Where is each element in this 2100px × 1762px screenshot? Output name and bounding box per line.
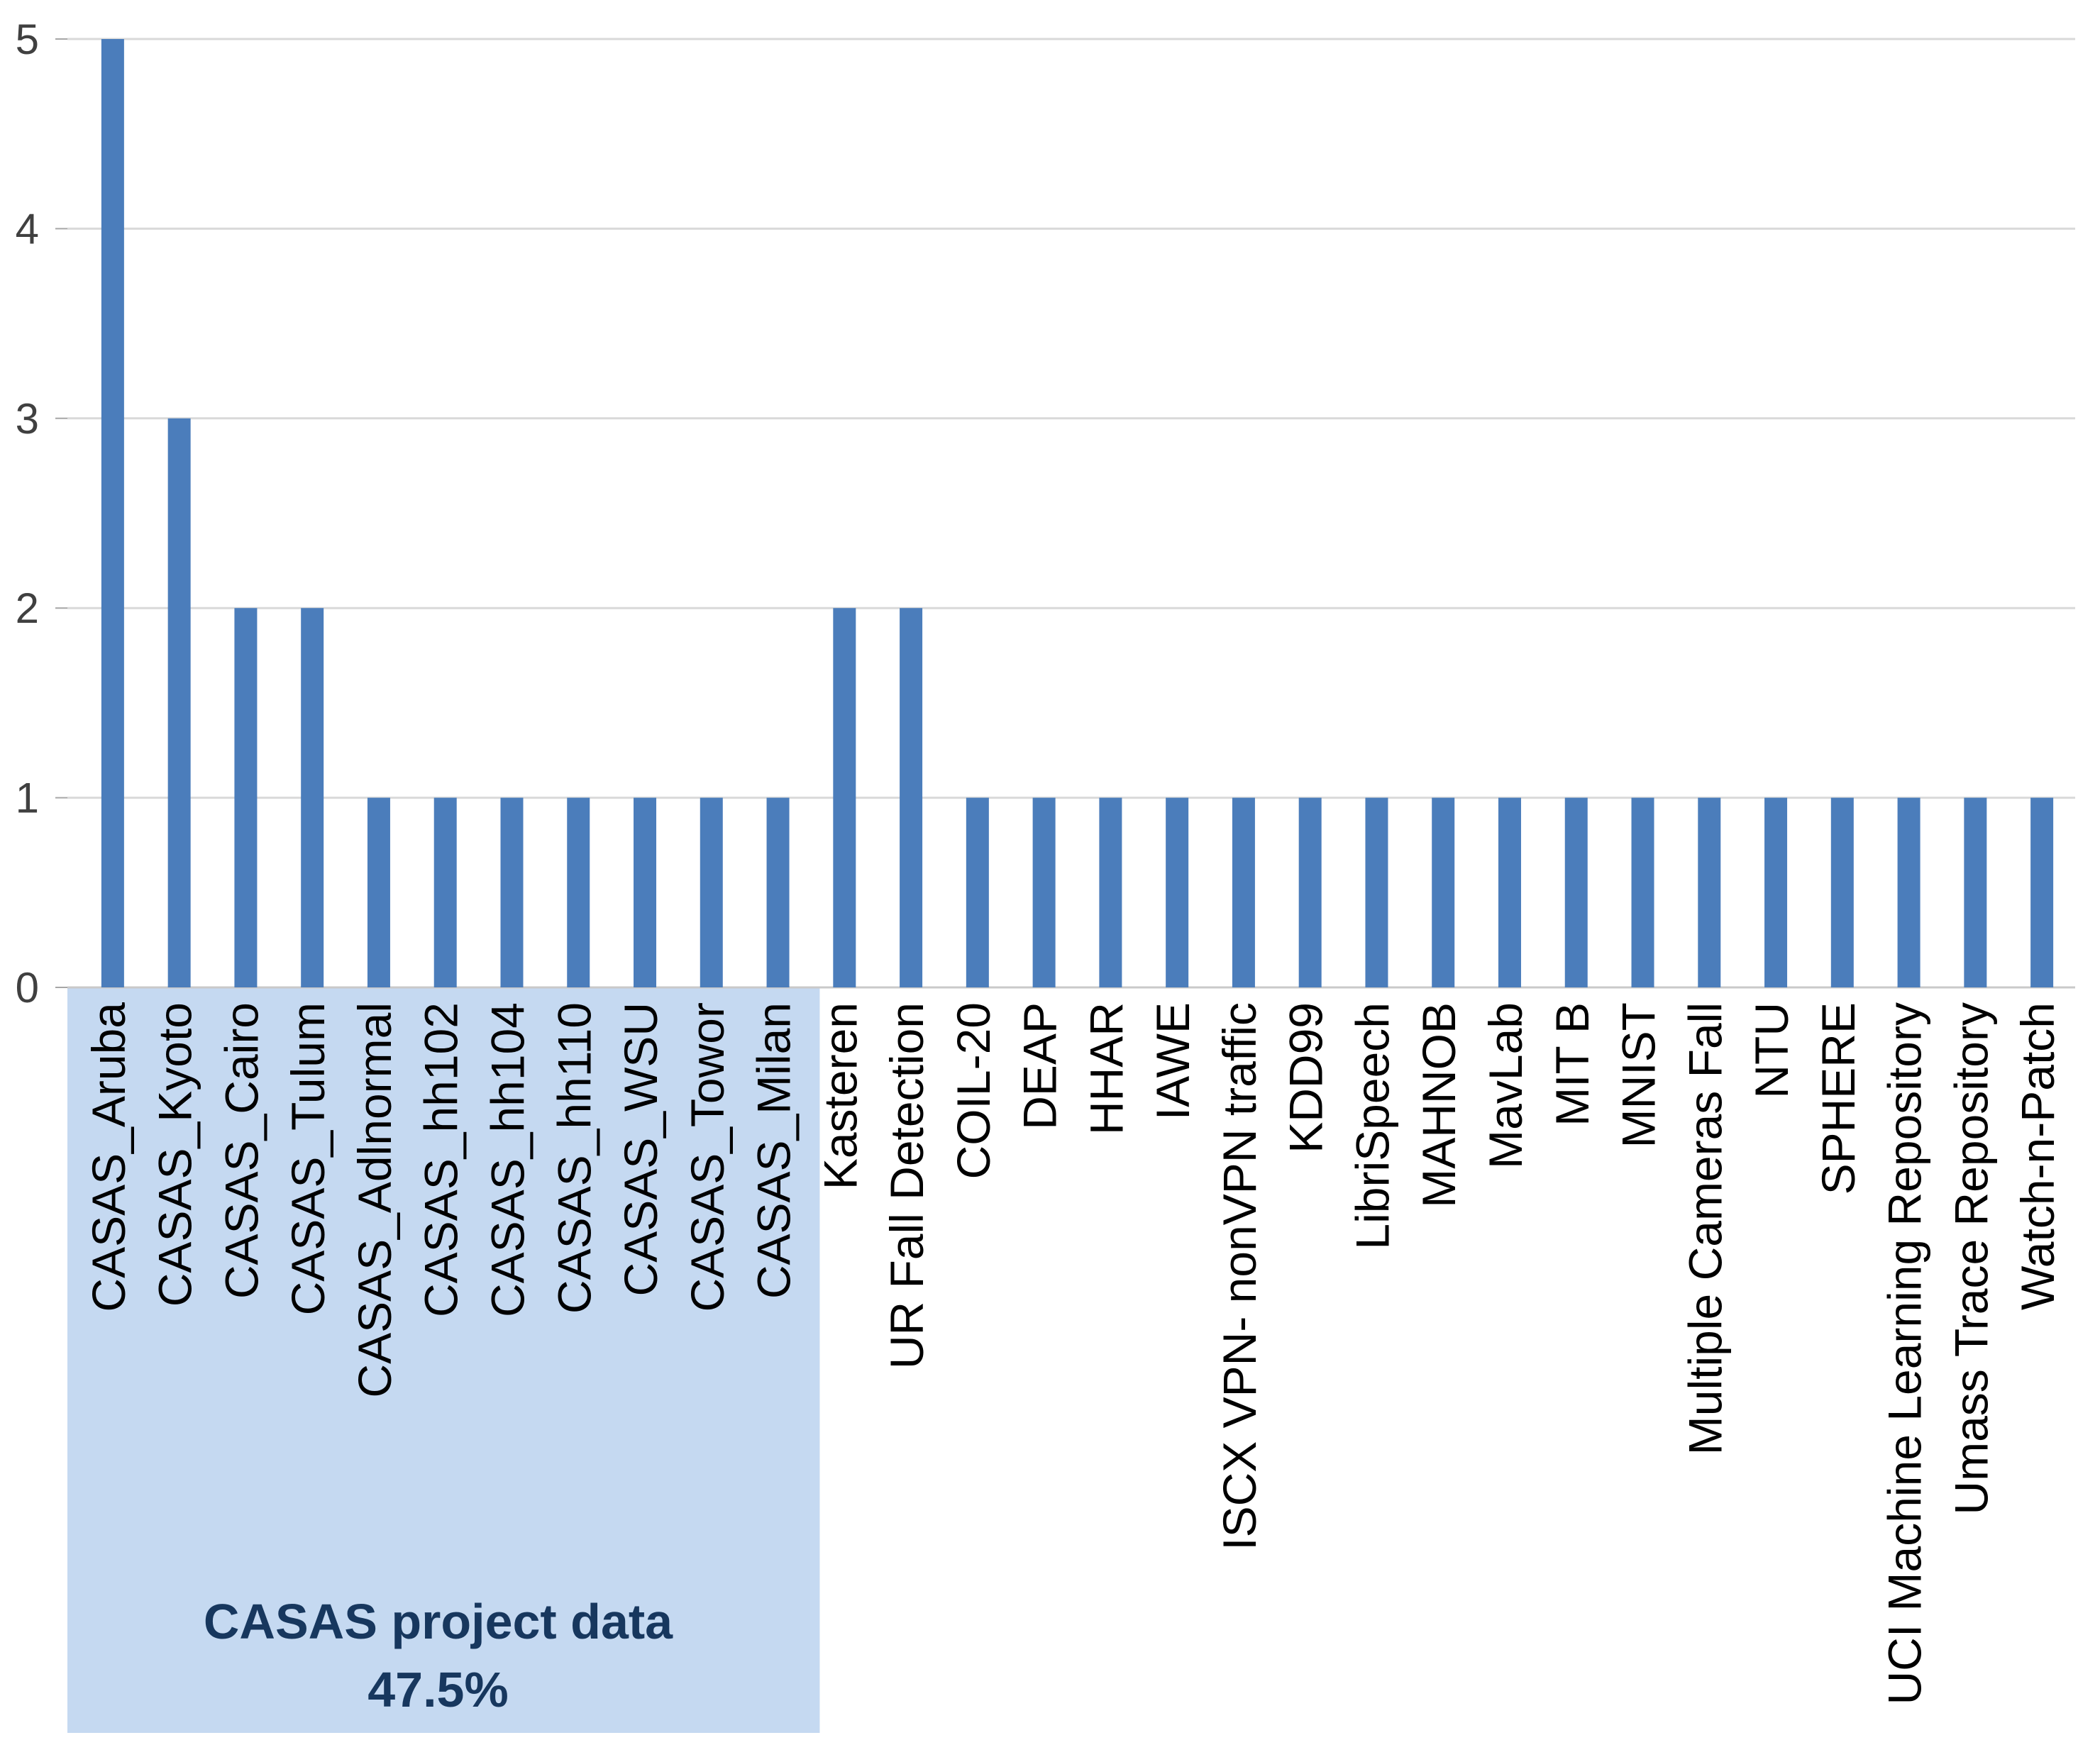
x-axis-label-ntu: NTU bbox=[1745, 1002, 1798, 1099]
x-axis-label-sphere: SPHERE bbox=[1812, 1002, 1864, 1195]
x-axis-label-casas-cairo: CASAS_Cairo bbox=[215, 1002, 267, 1299]
y-axis-label-1: 1 bbox=[16, 775, 39, 822]
x-axis-label-librispeech: LibriSpeech bbox=[1346, 1002, 1398, 1250]
bar-casas-hh102 bbox=[433, 797, 457, 987]
x-axis-label-casas-hh110: CASAS_hh110 bbox=[548, 1002, 600, 1314]
bar-casas-hh104 bbox=[500, 797, 524, 987]
x-axis-label-ur-fall-detection: UR Fall Detection bbox=[880, 1002, 933, 1369]
bar-deap bbox=[1032, 797, 1056, 987]
bar-casas-cairo bbox=[234, 608, 258, 987]
bar-kasteren bbox=[833, 608, 856, 987]
bar-watch-n-patch bbox=[2030, 797, 2054, 987]
x-axis-label-iscx-vpn-nonvpn-traffic: ISCX VPN- nonVPN traffic bbox=[1213, 1002, 1266, 1551]
x-axis-label-mahnob: MAHNOB bbox=[1413, 1002, 1465, 1208]
x-axis-label-iawe: IAWE bbox=[1146, 1002, 1199, 1120]
x-axis-label-casas-aruba: CASAS_Aruba bbox=[82, 1002, 135, 1312]
x-axis-label-casas-towor: CASAS_Towor bbox=[681, 1002, 734, 1312]
bar-coil-20 bbox=[966, 797, 989, 987]
x-axis-label-watch-n-patch: Watch-n-Patch bbox=[2011, 1002, 2064, 1310]
x-axis-label-uci-machine-learning-repository: UCI Machine Learning Repository bbox=[1879, 1002, 1931, 1705]
bar-iawe bbox=[1166, 797, 1189, 987]
bar-ntu bbox=[1764, 797, 1788, 987]
bar-casas-hh110 bbox=[567, 797, 590, 987]
bar-librispeech bbox=[1365, 797, 1388, 987]
bar-kdd99 bbox=[1298, 797, 1322, 987]
y-axis-label-0: 0 bbox=[16, 964, 39, 1012]
y-axis-label-3: 3 bbox=[16, 395, 39, 443]
y-axis-label-2: 2 bbox=[16, 584, 39, 632]
x-axis-label-casas-kyoto: CASAS_Kyoto bbox=[149, 1002, 201, 1307]
bar-sphere bbox=[1830, 797, 1854, 987]
x-axis-label-multiple-cameras-fall: Multiple Cameras Fall bbox=[1679, 1002, 1731, 1455]
x-axis-label-kdd99: KDD99 bbox=[1280, 1002, 1332, 1153]
bar-ur-fall-detection bbox=[900, 608, 923, 987]
x-axis-label-hhar: HHAR bbox=[1080, 1002, 1132, 1135]
x-axis-label-casas-adlnormal: CASAS_Adlnormal bbox=[348, 1002, 401, 1398]
x-axis-label-casas-tulum: CASAS_Tulum bbox=[282, 1002, 334, 1315]
bar-mnist bbox=[1631, 797, 1654, 987]
bar-casas-aruba bbox=[101, 39, 124, 987]
x-axis-label-mavlab: MavLab bbox=[1479, 1002, 1532, 1169]
x-axis-label-coil-20: COIL-20 bbox=[947, 1002, 1000, 1179]
bar-mit-b bbox=[1564, 797, 1588, 987]
bar-multiple-cameras-fall bbox=[1698, 797, 1721, 987]
x-axis-label-kasteren: Kasteren bbox=[814, 1002, 866, 1190]
bar-casas-towor bbox=[700, 797, 723, 987]
highlight-annotation-percent: 47.5% bbox=[368, 1662, 509, 1717]
bar-mahnob bbox=[1432, 797, 1455, 987]
bar-casas-kyoto bbox=[167, 418, 191, 987]
bar-casas-milan bbox=[766, 797, 790, 987]
y-axis-label-5: 5 bbox=[16, 16, 39, 63]
x-axis-label-deap: DEAP bbox=[1014, 1002, 1066, 1130]
bar-casas-adlnormal bbox=[367, 797, 390, 987]
x-axis-label-casas-milan: CASAS_Milan bbox=[748, 1002, 800, 1299]
bar-mavlab bbox=[1498, 797, 1521, 987]
x-axis-label-mit-b: MIT B bbox=[1546, 1002, 1598, 1126]
bar-umass-trace-repository bbox=[1964, 797, 1987, 987]
bar-uci-machine-learning-repository bbox=[1897, 797, 1921, 987]
x-axis-label-umass-trace-repository: Umass Trace Repository bbox=[1945, 1002, 1997, 1515]
bar-casas-wsu bbox=[634, 797, 657, 987]
bar-casas-tulum bbox=[301, 608, 324, 987]
bar-iscx-vpn-nonvpn-traffic bbox=[1232, 797, 1255, 987]
x-axis-label-casas-wsu: CASAS_WSU bbox=[614, 1002, 667, 1296]
x-axis-label-mnist: MNIST bbox=[1613, 1002, 1665, 1148]
highlight-region bbox=[67, 988, 820, 1733]
y-axis-label-4: 4 bbox=[16, 205, 39, 253]
highlight-annotation-title: CASAS project data bbox=[203, 1594, 673, 1649]
x-axis-label-casas-hh102: CASAS_hh102 bbox=[415, 1002, 468, 1317]
highlight-annotation: CASAS project data 47.5% bbox=[67, 1588, 809, 1724]
x-axis-label-casas-hh104: CASAS_hh104 bbox=[481, 1002, 534, 1317]
bar-hhar bbox=[1099, 797, 1122, 987]
